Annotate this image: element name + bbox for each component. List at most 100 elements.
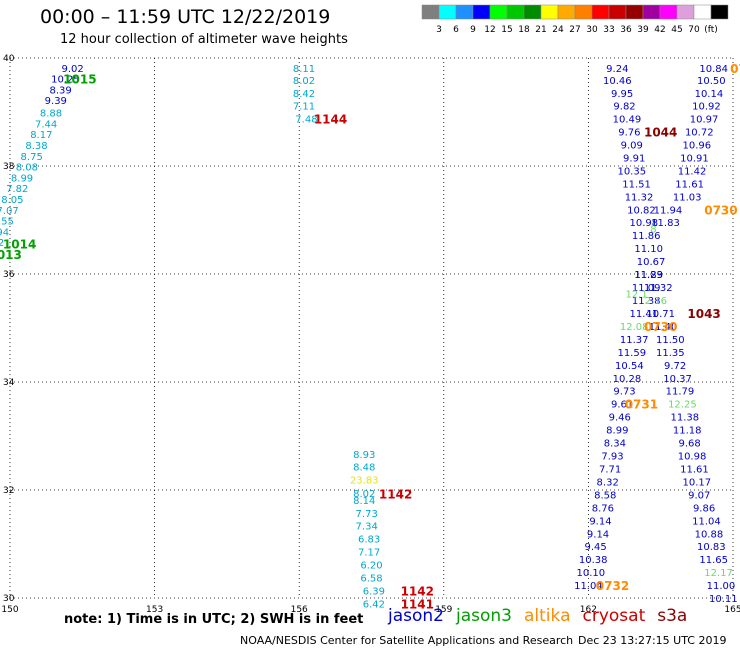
color-scale-label: 42	[654, 25, 665, 35]
wave-height-value: 9.76	[618, 128, 640, 139]
wave-height-value: 10.98	[678, 452, 707, 463]
wave-height-value: 10.10	[576, 568, 605, 579]
wave-height-value: 9.86	[693, 503, 715, 514]
longitude-label: 150	[1, 605, 18, 615]
wave-height-value: 6.58	[360, 574, 382, 585]
legend-s3a: s3a	[657, 606, 688, 626]
wave-height-value: 8.38	[25, 141, 47, 152]
wave-height-value: 7.17	[358, 548, 380, 559]
wave-height-value: 10.17	[683, 477, 712, 488]
latitude-label: 38	[3, 162, 15, 172]
pass-time-tag: 1015	[63, 73, 96, 87]
wave-height-value: 8.58	[594, 490, 616, 501]
wave-height-value: 7.48	[295, 115, 317, 126]
longitude-label: 165	[724, 605, 740, 615]
wave-height-value: 11.38	[632, 296, 661, 307]
credit-footer: NOAA/NESDIS Center for Satellite Applica…	[240, 634, 574, 647]
wave-height-value: 11.32	[625, 192, 654, 203]
wave-height-value: 9.14	[589, 516, 611, 527]
wave-height-value: 7.34	[356, 522, 378, 533]
wave-height-value: 8.76	[592, 503, 614, 514]
color-scale-label: (ft)	[704, 25, 718, 35]
wave-height-value: 11.65	[699, 555, 728, 566]
wave-height-value: 7.73	[356, 509, 378, 520]
wave-height-value: 7.82	[6, 184, 28, 195]
wave-height-value: 8.99	[606, 426, 628, 437]
wave-height-value: 8.34	[604, 439, 626, 450]
wave-height-value: 11.38	[670, 413, 699, 424]
wave-height-value: 7.71	[599, 464, 621, 475]
legend-jason2: jason2	[388, 606, 444, 626]
legend-altika: altika	[524, 606, 571, 626]
wave-height-value: 11.04	[574, 581, 603, 592]
wave-height-value: 9.09	[621, 140, 643, 151]
latitude-label: 34	[3, 378, 15, 388]
wave-height-value: 11.51	[622, 179, 651, 190]
color-scale-label: 36	[620, 25, 632, 35]
wave-height-value: 10.14	[695, 89, 724, 100]
wave-height-value: 10.37	[663, 374, 692, 385]
wave-height-value: 11.35	[656, 348, 685, 359]
wave-height-value: 7.07	[0, 206, 19, 217]
wave-height-value: 11.42	[678, 166, 707, 177]
wave-height-value: 10.92	[692, 102, 721, 113]
wave-height-value: 11.41	[630, 309, 659, 320]
wave-height-value: 10.54	[615, 361, 644, 372]
wave-height-value: 10.46	[603, 76, 632, 87]
wave-height-value: 10.97	[690, 115, 719, 126]
wave-height-value: 10.11	[709, 594, 738, 605]
wave-height-value: 9.24	[606, 64, 628, 75]
satellite-legend: jason2 jason3 altika cryosat s3a	[388, 606, 699, 626]
longitude-label: 159	[435, 605, 452, 615]
longitude-label: 162	[580, 605, 597, 615]
wave-height-value: 7.55	[0, 217, 14, 228]
pass-time-tag: 0730	[704, 203, 737, 217]
units-note: note: 1) Time is in UTC; 2) SWH is in fe…	[64, 612, 364, 627]
wave-height-value: 11.32	[644, 283, 673, 294]
wave-height-value: 12.1	[625, 290, 647, 301]
color-scale-label: 45	[671, 25, 682, 35]
pass-time-tag: 0732	[596, 579, 629, 593]
wave-height-value: 10.67	[637, 257, 666, 268]
wave-height-value: 6.20	[360, 561, 382, 572]
pass-time-tag: 1144	[314, 113, 347, 127]
color-scale-label: 24	[552, 25, 564, 35]
wave-height-value: 10.96	[683, 140, 712, 151]
pass-time-tag: 1142	[401, 585, 434, 599]
wave-height-value: 12.25	[668, 400, 697, 411]
color-scale-label: 18	[518, 25, 530, 35]
wave-height-value: 9.39	[45, 96, 67, 107]
wave-height-value: 11.40	[649, 322, 678, 333]
wave-height-value: 10.38	[579, 555, 608, 566]
wave-height-value: 6.39	[363, 587, 385, 598]
wave-height-value: 10.91	[680, 153, 709, 164]
wave-height-value: 10.71	[646, 309, 675, 320]
pass-time-tag: 0731	[625, 398, 658, 412]
wave-height-value: 11.29	[634, 270, 663, 281]
wave-height-value: 11.10	[634, 244, 663, 255]
wave-height-value: 8.48	[353, 462, 375, 473]
wave-height-value: 8	[650, 225, 656, 236]
wave-height-value: 11.03	[673, 192, 702, 203]
wave-height-value: 7.93	[601, 452, 623, 463]
wave-height-value: 11.00	[707, 581, 736, 592]
color-swatch	[710, 4, 729, 20]
wave-height-value: 10.50	[697, 76, 726, 87]
timestamp-footer: Dec 23 13:27:15 UTC 2019	[578, 634, 727, 647]
wave-height-value: 8.93	[353, 450, 375, 461]
latitude-label: 40	[3, 54, 15, 64]
pass-time-tag: 073	[730, 62, 740, 76]
color-scale-label: 9	[470, 25, 476, 35]
wave-height-value: 9.95	[611, 89, 633, 100]
wave-height-value: 11.61	[675, 179, 704, 190]
pass-time-tag: 1141	[401, 597, 434, 611]
wave-height-value: 7.52	[0, 238, 4, 249]
wave-height-value: 9.68	[678, 439, 700, 450]
wave-height-value: 8.99	[11, 173, 33, 184]
latitude-label: 30	[3, 594, 15, 604]
wave-height-value: 11.04	[692, 516, 721, 527]
color-scale-label: 12	[484, 25, 495, 35]
pass-time-tag: 0730	[644, 320, 677, 334]
wave-height-value: 9.61	[611, 400, 633, 411]
